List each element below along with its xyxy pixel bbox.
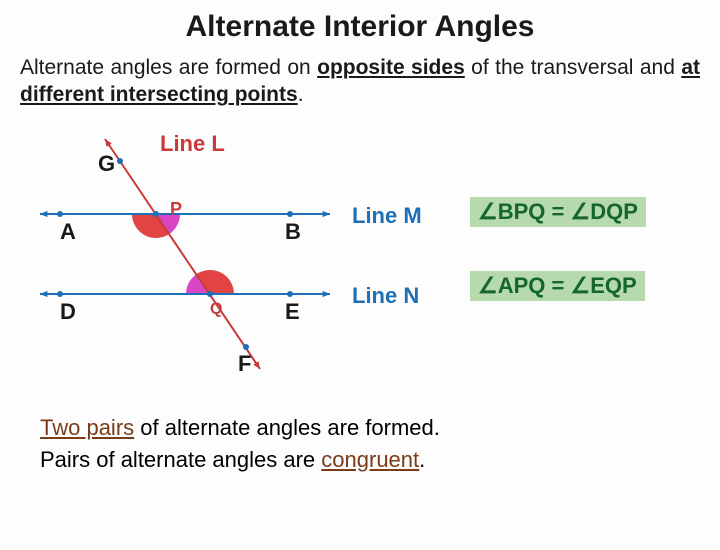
line-n-label: Line N — [352, 283, 419, 308]
point-label-p: P — [170, 199, 182, 219]
footer-1b: of alternate angles are formed. — [134, 415, 440, 440]
footer-2a: Pairs of alternate angles are — [40, 447, 321, 472]
point-label-b: B — [285, 218, 301, 243]
desc-part-3: of the transversal and — [465, 56, 682, 79]
footer-2c: . — [419, 447, 425, 472]
line-l-label: Line L — [160, 131, 225, 156]
point-label-q: Q — [210, 300, 222, 317]
diagram-container: Line M Line N Line L G A P B D Q E F ∠BPQ = ∠DQP ∠… — [0, 119, 720, 409]
point-label-g: G — [98, 150, 115, 175]
equation-bpq-dqp: ∠BPQ = ∠DQP — [470, 197, 646, 227]
point-label-e: E — [285, 298, 300, 323]
point-label-a: A — [60, 218, 76, 243]
desc-part-5: . — [298, 83, 304, 106]
desc-part-1: Alternate angles are formed on — [20, 56, 317, 79]
point-label-d: D — [60, 298, 76, 323]
line-m-label: Line M — [352, 203, 422, 228]
footer-line-1: Two pairs of alternate angles are formed… — [40, 415, 680, 441]
description-text: Alternate angles are formed on opposite … — [20, 54, 700, 109]
footer-line-2: Pairs of alternate angles are congruent. — [40, 447, 680, 473]
point-label-f: F — [238, 350, 251, 375]
footer-1a: Two pairs — [40, 415, 134, 440]
diagram-svg: Line M Line N Line L G A P B D Q E F — [0, 119, 720, 409]
desc-part-2: opposite sides — [317, 56, 465, 79]
equation-apq-eqp: ∠APQ = ∠EQP — [470, 271, 645, 301]
footer-2b: congruent — [321, 447, 419, 472]
page-title: Alternate Interior Angles — [0, 10, 720, 44]
